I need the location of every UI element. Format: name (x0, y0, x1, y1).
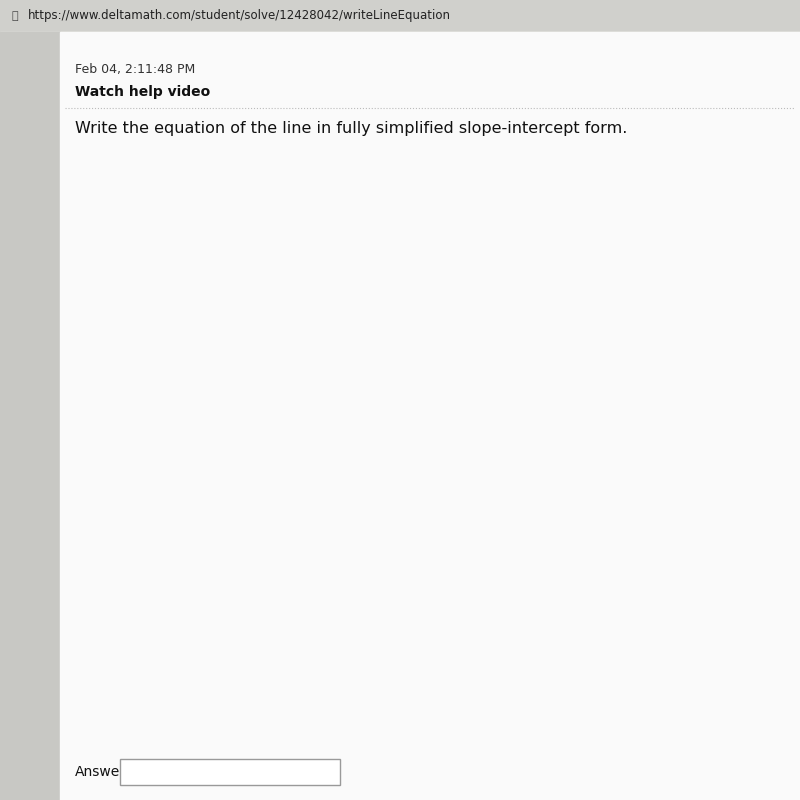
Bar (0, 0, 800, 32)
Text: -12: -12 (387, 690, 401, 699)
Text: -10: -10 (387, 646, 401, 655)
Text: 8: 8 (568, 442, 573, 451)
Text: -4: -4 (393, 515, 401, 524)
Text: -1: -1 (383, 442, 392, 451)
Text: Answer:: Answer: (75, 765, 130, 779)
Text: 5: 5 (396, 318, 401, 327)
Text: -6: -6 (393, 558, 401, 568)
Text: -1: -1 (393, 450, 401, 458)
Text: 5: 5 (507, 442, 512, 451)
Text: https://www.deltamath.com/student/solve/12428042/writeLineEquation: https://www.deltamath.com/student/solve/… (28, 10, 451, 22)
Text: -7: -7 (262, 442, 270, 451)
Text: 8: 8 (395, 253, 401, 262)
Text: 11: 11 (390, 187, 401, 196)
Text: 2: 2 (396, 384, 401, 393)
Text: 3: 3 (395, 362, 401, 371)
Text: -8: -8 (393, 602, 401, 611)
Text: 7: 7 (547, 442, 553, 451)
Text: 12: 12 (646, 442, 657, 451)
Text: 7: 7 (395, 274, 401, 283)
Text: 4: 4 (486, 442, 492, 451)
Text: 1: 1 (426, 442, 431, 451)
Text: x: x (658, 414, 666, 427)
Text: 12: 12 (390, 165, 401, 174)
Text: -6: -6 (282, 442, 290, 451)
Text: y: y (413, 152, 420, 165)
Text: Write the equation of the line in fully simplified slope-intercept form.: Write the equation of the line in fully … (75, 121, 627, 135)
Text: -9: -9 (221, 442, 230, 451)
Text: 10: 10 (606, 442, 616, 451)
Text: Watch help video: Watch help video (75, 85, 210, 99)
Text: 9: 9 (396, 230, 401, 240)
Text: -5: -5 (302, 442, 310, 451)
Text: -3: -3 (393, 493, 401, 502)
Text: 4: 4 (396, 340, 401, 349)
Text: -11: -11 (178, 442, 191, 451)
Bar (0, 32, 60, 800)
Text: Feb 04, 2:11:48 PM: Feb 04, 2:11:48 PM (75, 63, 195, 77)
Text: 6: 6 (395, 296, 401, 306)
Text: 1: 1 (396, 406, 401, 414)
Text: -12: -12 (158, 442, 171, 451)
Text: -2: -2 (393, 471, 401, 480)
Text: -4: -4 (322, 442, 331, 451)
Bar (120, 759, 340, 785)
Text: -3: -3 (343, 442, 351, 451)
Text: 11: 11 (626, 442, 637, 451)
Text: 2: 2 (446, 442, 451, 451)
Text: 9: 9 (588, 442, 594, 451)
Text: -8: -8 (242, 442, 250, 451)
Text: -2: -2 (363, 442, 371, 451)
Text: 6: 6 (527, 442, 533, 451)
Text: -9: -9 (393, 624, 401, 634)
Text: 🔒: 🔒 (12, 11, 18, 21)
Text: -7: -7 (393, 581, 401, 590)
Text: -10: -10 (198, 442, 212, 451)
Text: 3: 3 (466, 442, 472, 451)
Text: -11: -11 (387, 668, 401, 677)
Text: 10: 10 (390, 209, 401, 218)
Text: -5: -5 (393, 537, 401, 546)
